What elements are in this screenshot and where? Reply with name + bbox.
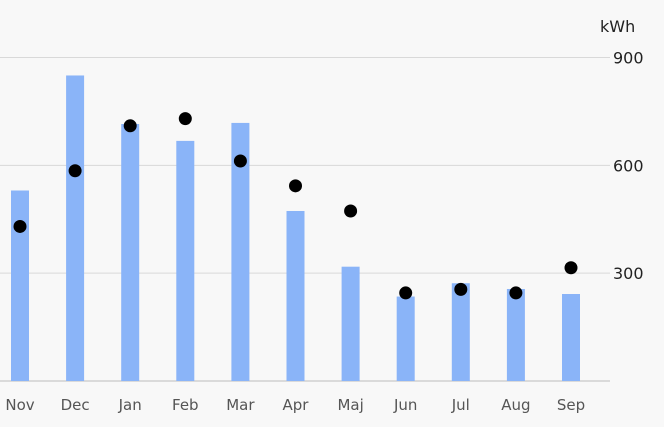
x-tick-label-jun: Jun <box>393 396 417 414</box>
y-axis-labels: 300 600 900 <box>613 49 644 284</box>
point-feb <box>178 112 192 126</box>
bar-aug <box>506 288 525 381</box>
bar-jun <box>396 296 415 381</box>
point-apr <box>289 179 302 193</box>
bar-series <box>11 75 580 382</box>
y-axis-unit-label: kWh <box>600 17 635 36</box>
point-aug <box>509 286 523 300</box>
point-sep <box>564 261 578 275</box>
bar-apr <box>286 210 305 381</box>
point-mar <box>233 154 247 168</box>
point-series <box>13 112 578 300</box>
x-tick-label-jan: Jan <box>118 396 142 414</box>
bar-jul <box>451 283 470 381</box>
x-tick-label-nov: Nov <box>5 396 34 414</box>
bar-nov <box>11 190 29 381</box>
bar-maj <box>341 266 360 381</box>
x-tick-label-dec: Dec <box>61 396 90 414</box>
y-tick-label-900: 900 <box>613 49 644 68</box>
point-jun <box>399 286 413 300</box>
x-tick-label-aug: Aug <box>501 396 530 414</box>
bar-sep <box>562 294 580 381</box>
y-tick-label-300: 300 <box>613 264 644 283</box>
x-tick-label-sep: Sep <box>557 396 585 414</box>
y-tick-label-600: 600 <box>613 156 644 175</box>
x-axis-labels: Nov Dec Jan Feb Mar Apr Maj Jun Jul Aug Sep <box>5 396 585 414</box>
point-maj <box>344 204 358 218</box>
bar-mar <box>231 122 250 382</box>
x-tick-label-feb: Feb <box>172 396 199 414</box>
point-jan <box>123 119 137 133</box>
bar-jan <box>121 123 140 381</box>
x-tick-label-apr: Apr <box>283 396 310 414</box>
point-dec <box>68 164 82 178</box>
x-tick-label-maj: Maj <box>337 396 363 414</box>
x-tick-label-mar: Mar <box>226 396 255 414</box>
point-jul <box>454 282 468 296</box>
bar-dec <box>66 75 85 381</box>
x-tick-label-jul: Jul <box>451 396 470 414</box>
point-nov <box>13 219 27 233</box>
bar-feb <box>176 140 195 381</box>
